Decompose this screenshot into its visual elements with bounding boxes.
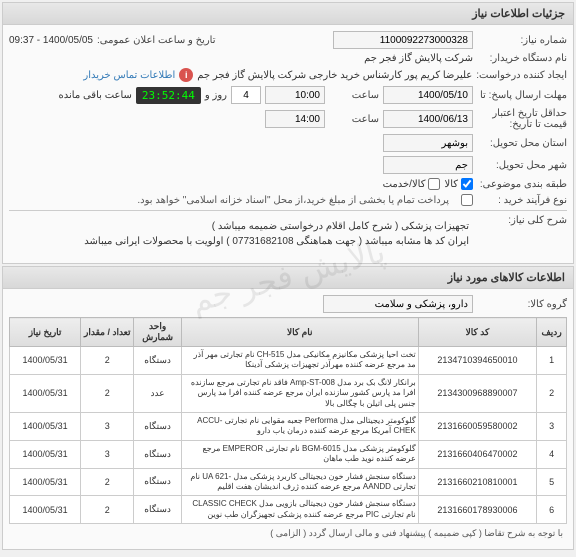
goods-table: ردیف کد کالا نام کالا واحد شمارش تعداد /… (9, 317, 567, 524)
th-qty: تعداد / مقدار (81, 318, 134, 347)
th-name: نام کالا (181, 318, 418, 347)
remaining-days (231, 86, 261, 104)
validity-date (383, 110, 473, 128)
cat-goods-check[interactable]: کالا (444, 178, 473, 190)
remaining-label: روز و (205, 90, 227, 101)
group-field (323, 295, 473, 313)
th-date: تاریخ نیاز (10, 318, 81, 347)
province-field (383, 134, 473, 152)
group-label: گروه کالا: (477, 299, 567, 310)
partial-pay-check[interactable] (461, 194, 473, 206)
province-label: استان محل تحویل: (477, 138, 567, 149)
footer-note: با توجه به شرح تقاضا ( کپی ضمیمه ) پیشنه… (9, 524, 567, 543)
info-icon[interactable]: i (179, 68, 193, 82)
category-label: طبقه بندی موضوعی: (477, 179, 567, 190)
creator-info[interactable]: اطلاعات تماس خریدار (83, 70, 175, 81)
goods-panel: اطلاعات کالاهای مورد نیاز گروه کالا: ردی… (2, 266, 574, 550)
time-label-1: ساعت (329, 90, 379, 101)
th-unit: واحد شمارش (134, 318, 181, 347)
deadline-date (383, 86, 473, 104)
desc-label: شرح کلی نیاز: (477, 215, 567, 226)
partial-note: پرداخت تمام یا بخشی از مبلغ خرید،از محل … (137, 195, 449, 206)
table-row: 62131660178930006دستگاه سنجش فشار خون دی… (10, 496, 567, 524)
table-row: 22134300968890007برانکار لانگ بک برد مدل… (10, 374, 567, 412)
process-label: نوع فرآیند خرید : (477, 195, 567, 206)
goods-title: اطلاعات کالاهای مورد نیاز (3, 267, 573, 289)
req-no-label: شماره نیاز: (477, 35, 567, 46)
announce-value: 1400/05/05 - 09:37 (9, 35, 93, 46)
time-label-2: ساعت (329, 114, 379, 125)
city-label: شهر محل تحویل: (477, 160, 567, 171)
deadline-label: مهلت ارسال پاسخ: تا (477, 90, 567, 101)
buyer-value: شرکت پالایش گاز فجر جم (364, 53, 473, 64)
cat-service-check[interactable]: کالا/خدمت (383, 178, 441, 190)
creator-value: علیرضا کریم پور کارشناس خرید خارجی شرکت … (197, 70, 472, 81)
desc-box: تجهیزات پزشکی ( شرح کامل اقلام درخواستی … (80, 215, 473, 253)
table-row: 42131660406470002گلوکومتر پزشکی مدل BGM-… (10, 440, 567, 468)
validity-label: حداقل تاریخ اعتبار قیمت تا تاریخ: (477, 108, 567, 130)
validity-time (265, 110, 325, 128)
table-row: 12134710394650010تخت احیا پزشکی مکانیزم … (10, 347, 567, 375)
divider-1 (9, 210, 567, 211)
city-field (383, 156, 473, 174)
deadline-time (265, 86, 325, 104)
th-code: کد کالا (418, 318, 536, 347)
table-row: 52131660210810001دستگاه سنجش فشار خون دی… (10, 468, 567, 496)
countdown: 23:52:44 (136, 87, 201, 104)
req-no-field (333, 31, 473, 49)
remaining-suffix: ساعت باقی مانده (59, 90, 132, 101)
th-idx: ردیف (537, 318, 567, 347)
main-panel: جزئیات اطلاعات نیاز شماره نیاز: تاریخ و … (2, 2, 574, 264)
buyer-label: نام دستگاه خریدار: (477, 53, 567, 64)
table-row: 32131660059580002گلوکومتر دیجیتالی مدل P… (10, 412, 567, 440)
panel-title: جزئیات اطلاعات نیاز (3, 3, 573, 25)
creator-label: ایجاد کننده درخواست: (476, 70, 567, 81)
announce-label: تاریخ و ساعت اعلان عمومی: (97, 35, 216, 46)
